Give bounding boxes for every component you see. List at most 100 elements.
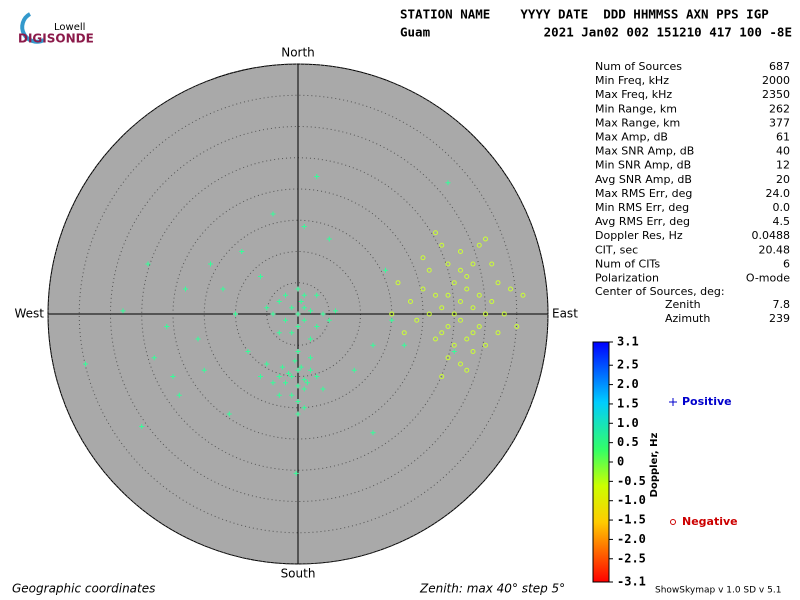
stat-value: 24.0 (766, 187, 791, 200)
colorbar-tick-label: 0.5 (617, 435, 639, 449)
stat-value: 2350 (762, 88, 790, 101)
source-negative (470, 305, 476, 311)
source-positive (264, 361, 270, 367)
source-positive (451, 349, 457, 354)
colorbar-tick-label: -0.5 (617, 474, 646, 488)
source-negative (395, 280, 401, 286)
colorbar-tick-label: -2.0 (617, 532, 646, 546)
source-positive (276, 330, 282, 336)
source-negative (495, 330, 501, 336)
header-values: 2021 Jan02 002 151210 417 100 -8E (544, 25, 792, 40)
colorbar-tick-label: 0 (617, 455, 624, 469)
source-negative (458, 299, 463, 304)
source-positive (293, 470, 299, 476)
logo-top: Lowell (54, 22, 85, 33)
stat-value: 2000 (762, 74, 790, 87)
source-negative (470, 261, 476, 267)
source-negative (451, 280, 457, 286)
source-positive (289, 330, 295, 336)
source-positive (208, 261, 213, 267)
source-negative (445, 355, 451, 361)
source-positive (314, 174, 320, 179)
colorbar-label: Doppler, Hz (649, 433, 660, 498)
stat-label: Max Freq, kHz (595, 88, 672, 101)
source-negative (489, 261, 495, 267)
source-positive (270, 311, 276, 317)
source-negative (483, 236, 488, 242)
stat-label: Min Freq, kHz (595, 74, 669, 87)
source-negative (458, 267, 463, 273)
source-positive (151, 355, 157, 361)
stat-label: Max Amp, dB (595, 131, 668, 144)
stat-label: Num of CITs (595, 257, 660, 270)
header-station: Guam (400, 25, 431, 40)
source-negative (420, 286, 426, 292)
logo-swoosh (20, 12, 45, 44)
source-negative (458, 361, 463, 367)
source-positive (295, 324, 301, 329)
stat-value: 377 (769, 116, 790, 129)
stat-label: Avg SNR Amp, dB (595, 173, 692, 186)
stat-label: Min RMS Err, deg (595, 201, 689, 214)
source-negative (508, 286, 513, 292)
source-positive (176, 392, 182, 398)
source-positive (298, 299, 304, 304)
source-negative (445, 261, 451, 267)
source-positive (308, 355, 313, 361)
source-positive (401, 342, 407, 348)
stat-value: 40 (776, 145, 790, 158)
source-positive (308, 336, 313, 342)
source-positive (276, 299, 282, 304)
source-negative (439, 242, 445, 248)
source-negative (433, 292, 438, 298)
legend-symbol (670, 519, 676, 525)
source-negative (495, 280, 501, 286)
source-positive (226, 411, 232, 417)
source-positive (279, 364, 285, 370)
footer-right: ShowSkymap v 1.0 SD v 5.1 (655, 586, 781, 596)
source-positive (270, 380, 276, 386)
source-negative (483, 342, 488, 348)
colorbar-tick-label: -1.0 (617, 493, 646, 507)
stat-value: 20.48 (759, 243, 791, 256)
stat-label: Max SNR Amp, dB (595, 145, 694, 158)
source-positive (289, 305, 295, 311)
source-positive (283, 292, 288, 298)
source-negative (426, 311, 432, 317)
direction-east: East (552, 307, 578, 321)
header-columns: STATION NAME YYYY DATE DDD HHMMSS AXN PP… (400, 7, 769, 22)
source-positive (289, 374, 295, 379)
source-negative (439, 305, 445, 311)
source-positive (201, 367, 207, 373)
source-positive (301, 377, 307, 383)
center-title: Center of Sources, deg: (595, 285, 725, 298)
logo-bottom: DIGISONDE (18, 32, 94, 46)
source-negative (483, 311, 488, 317)
source-negative (464, 367, 470, 373)
source-negative (458, 317, 463, 323)
legend-label: Negative (682, 515, 738, 528)
source-negative (445, 324, 451, 329)
source-positive (164, 324, 170, 329)
colorbar-tick-label: 2.5 (617, 358, 639, 372)
source-positive (301, 317, 307, 323)
stat-label: Avg RMS Err, deg (595, 215, 690, 228)
source-positive (239, 249, 245, 254)
source-positive (145, 261, 151, 267)
source-positive (314, 292, 320, 298)
stat-value: 0.0 (773, 201, 791, 214)
source-positive (120, 308, 126, 314)
source-positive (333, 308, 338, 314)
stat-label: Max RMS Err, deg (595, 187, 692, 200)
source-positive (283, 380, 288, 386)
source-positive (195, 336, 201, 342)
source-positive (233, 311, 238, 317)
direction-west: West (14, 307, 44, 321)
source-negative (476, 242, 482, 248)
source-positive (301, 386, 307, 392)
source-negative (389, 311, 395, 317)
source-positive (326, 236, 332, 242)
source-positive (308, 367, 313, 373)
colorbar-tick-label: -1.5 (617, 513, 646, 527)
center-value: 7.8 (773, 298, 791, 311)
